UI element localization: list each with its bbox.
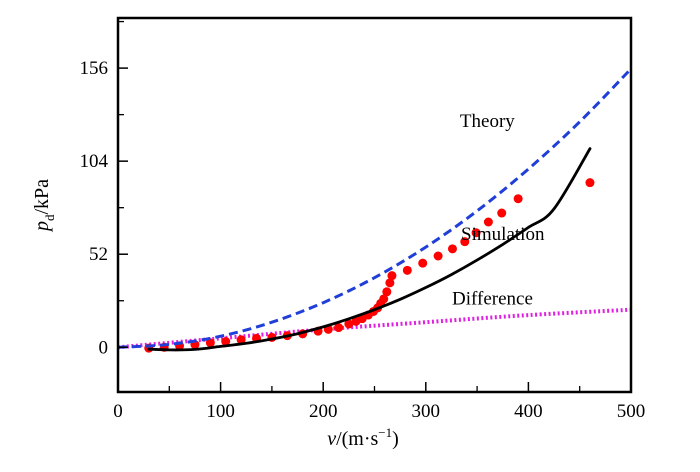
- data-point: [379, 294, 389, 304]
- x-tick-label: 200: [309, 401, 338, 422]
- data-point: [447, 244, 457, 254]
- y-tick-label: 52: [89, 244, 108, 265]
- x-tick-label: 300: [412, 401, 441, 422]
- data-point: [433, 251, 443, 261]
- annotation-theory: Theory: [460, 111, 515, 132]
- y-axis-var: p: [31, 221, 53, 233]
- series-layer: [118, 67, 631, 353]
- data-point: [471, 228, 481, 238]
- x-tick-label: 0: [113, 401, 123, 422]
- series-line-theory: [118, 67, 631, 349]
- x-axis-unit-open: /(m·s: [336, 428, 378, 450]
- data-point: [418, 258, 428, 268]
- x-tick-label: 500: [617, 401, 646, 422]
- x-axis-unit-sup: −1: [378, 425, 392, 440]
- data-point: [236, 335, 246, 345]
- annotation-difference: Difference: [452, 288, 533, 309]
- x-tick-label: 100: [206, 401, 235, 422]
- series-line-simulation: [147, 147, 592, 352]
- data-point: [497, 208, 507, 218]
- data-point: [221, 337, 231, 347]
- data-point: [585, 178, 595, 188]
- tick-layer: 0 100 200 300 400 500 0 52 104 156: [80, 20, 646, 422]
- y-tick-label: 156: [80, 58, 109, 79]
- data-point: [483, 217, 493, 227]
- data-point: [385, 278, 395, 288]
- y-axis-unit: /kPa: [31, 179, 53, 215]
- plot-frame: [116, 16, 633, 394]
- y-tick-label: 104: [80, 151, 109, 172]
- data-point: [205, 338, 215, 348]
- x-axis-var: v: [327, 428, 336, 450]
- y-axis-sub: d: [42, 214, 57, 221]
- data-point: [402, 265, 412, 275]
- x-tick-label: 400: [514, 401, 543, 422]
- y-tick-label: 0: [99, 337, 109, 358]
- x-axis-unit-close: ): [392, 428, 399, 450]
- data-point: [334, 323, 344, 333]
- data-point: [382, 287, 392, 297]
- y-axis-title: pd/kPa: [31, 179, 57, 233]
- x-axis-title: v/(m·s−1): [327, 425, 399, 450]
- data-point: [513, 194, 523, 204]
- annotation-layer: Theory Simulation Difference: [452, 111, 545, 309]
- annotation-simulation: Simulation: [461, 224, 545, 245]
- data-point: [460, 237, 470, 247]
- data-point: [344, 319, 354, 329]
- data-point: [387, 271, 397, 281]
